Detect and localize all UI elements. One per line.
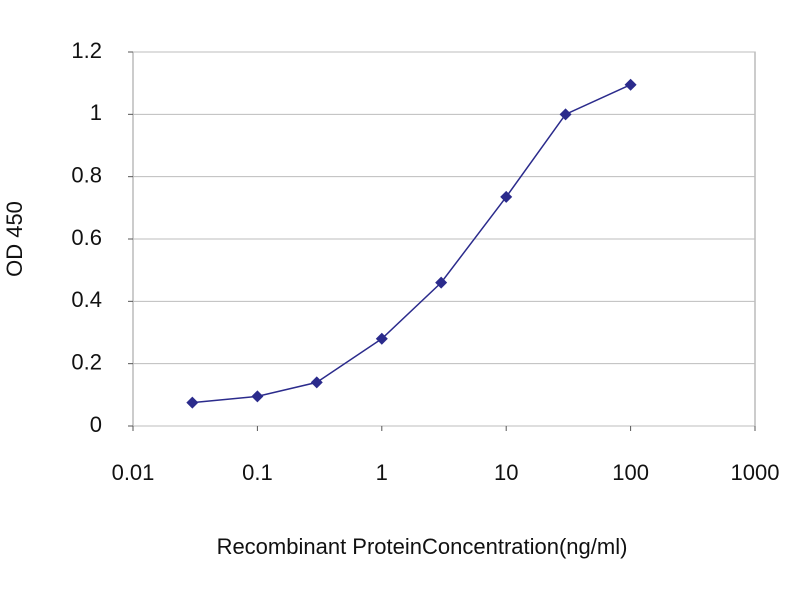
data-point <box>310 376 323 389</box>
data-point <box>251 390 264 403</box>
y-tick-label: 1.2 <box>71 38 102 63</box>
data-point <box>559 108 572 121</box>
data-point <box>435 276 448 289</box>
x-tick-label: 0.01 <box>112 460 155 485</box>
y-tick-label: 0.8 <box>71 162 102 187</box>
x-tick-label: 100 <box>612 460 649 485</box>
x-tick-label: 1 <box>376 460 388 485</box>
x-tick-label: 0.1 <box>242 460 273 485</box>
data-point <box>186 396 199 409</box>
data-point <box>624 78 637 91</box>
y-axis-label: OD 450 <box>2 201 27 277</box>
data-line <box>192 84 631 404</box>
x-axis-label: Recombinant ProteinConcentration(ng/ml) <box>217 534 628 559</box>
x-tick-label: 1000 <box>731 460 780 485</box>
y-tick-label: 0 <box>90 412 102 437</box>
data-point <box>375 332 388 345</box>
y-tick-label: 0.2 <box>71 349 102 374</box>
y-tick-label: 0.6 <box>71 225 102 250</box>
y-tick-label: 0.4 <box>71 287 102 312</box>
x-tick-label: 10 <box>494 460 518 485</box>
data-point <box>500 190 513 203</box>
y-tick-label: 1 <box>90 100 102 125</box>
